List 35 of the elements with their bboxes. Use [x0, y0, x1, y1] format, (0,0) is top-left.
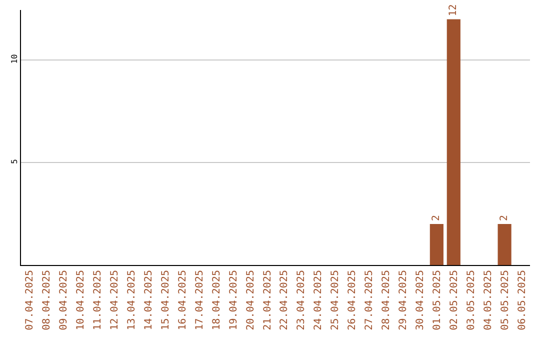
x-tick-label: 30.04.2025: [414, 270, 426, 330]
x-tick-label: 23.04.2025: [296, 270, 308, 330]
x-tick-label: 16.04.2025: [177, 270, 188, 330]
x-tick-label: 13.04.2025: [126, 270, 138, 330]
x-tick-label: 03.05.2025: [466, 270, 477, 330]
x-tick-label: 11.04.2025: [92, 270, 104, 330]
x-tick-label: 25.04.2025: [330, 270, 342, 330]
x-tick-label: 21.04.2025: [262, 270, 274, 330]
data-label: 2: [431, 215, 442, 222]
x-tick-label: 24.04.2025: [313, 270, 324, 330]
x-tick-label: 14.04.2025: [144, 270, 154, 330]
x-tick-label: 29.04.2025: [398, 270, 409, 330]
x-tick-label: 08.04.2025: [42, 270, 53, 330]
x-tick-label: 06.05.2025: [516, 270, 528, 330]
x-tick-label: 27.04.2025: [364, 270, 376, 330]
x-tick-label: 04.05.2025: [482, 270, 494, 330]
x-tick-label: 18.04.2025: [211, 270, 222, 330]
x-tick-label: 20.04.2025: [245, 270, 256, 330]
x-tick-label: 26.04.2025: [347, 270, 358, 330]
x-tick-label: 05.05.2025: [500, 270, 511, 330]
x-tick-label: 15.04.2025: [160, 270, 172, 330]
x-tick-label: 17.04.2025: [194, 270, 206, 330]
x-tick-label: 09.04.2025: [58, 270, 70, 330]
data-label: 12: [448, 4, 460, 16]
x-tick-label: 12.04.2025: [110, 270, 121, 330]
y-tick-label: 5: [10, 158, 19, 164]
x-tick-label: 19.04.2025: [228, 270, 240, 330]
x-tick-label: 28.04.2025: [381, 270, 392, 330]
y-tick-label: 10: [10, 54, 19, 64]
x-tick-label: 07.04.2025: [24, 270, 36, 330]
data-label: 2: [499, 215, 510, 222]
x-tick-label: 10.04.2025: [76, 270, 87, 330]
x-tick-label: 01.05.2025: [432, 270, 443, 330]
x-tick-label: 02.05.2025: [448, 270, 460, 330]
x-tick-label: 22.04.2025: [279, 270, 290, 330]
